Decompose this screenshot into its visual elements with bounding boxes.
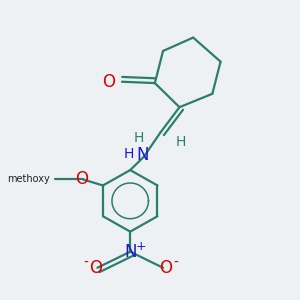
Text: N: N — [136, 146, 149, 164]
Text: -: - — [174, 256, 178, 270]
Text: +: + — [135, 240, 146, 253]
Text: methoxy: methoxy — [7, 174, 50, 184]
Text: O: O — [102, 73, 116, 91]
Text: H: H — [176, 135, 186, 149]
Text: H: H — [133, 131, 144, 145]
Text: N: N — [124, 243, 136, 261]
Text: O: O — [75, 170, 88, 188]
Text: O: O — [159, 259, 172, 277]
Text: O: O — [89, 259, 103, 277]
Text: -: - — [83, 256, 88, 270]
Text: H: H — [124, 147, 134, 161]
